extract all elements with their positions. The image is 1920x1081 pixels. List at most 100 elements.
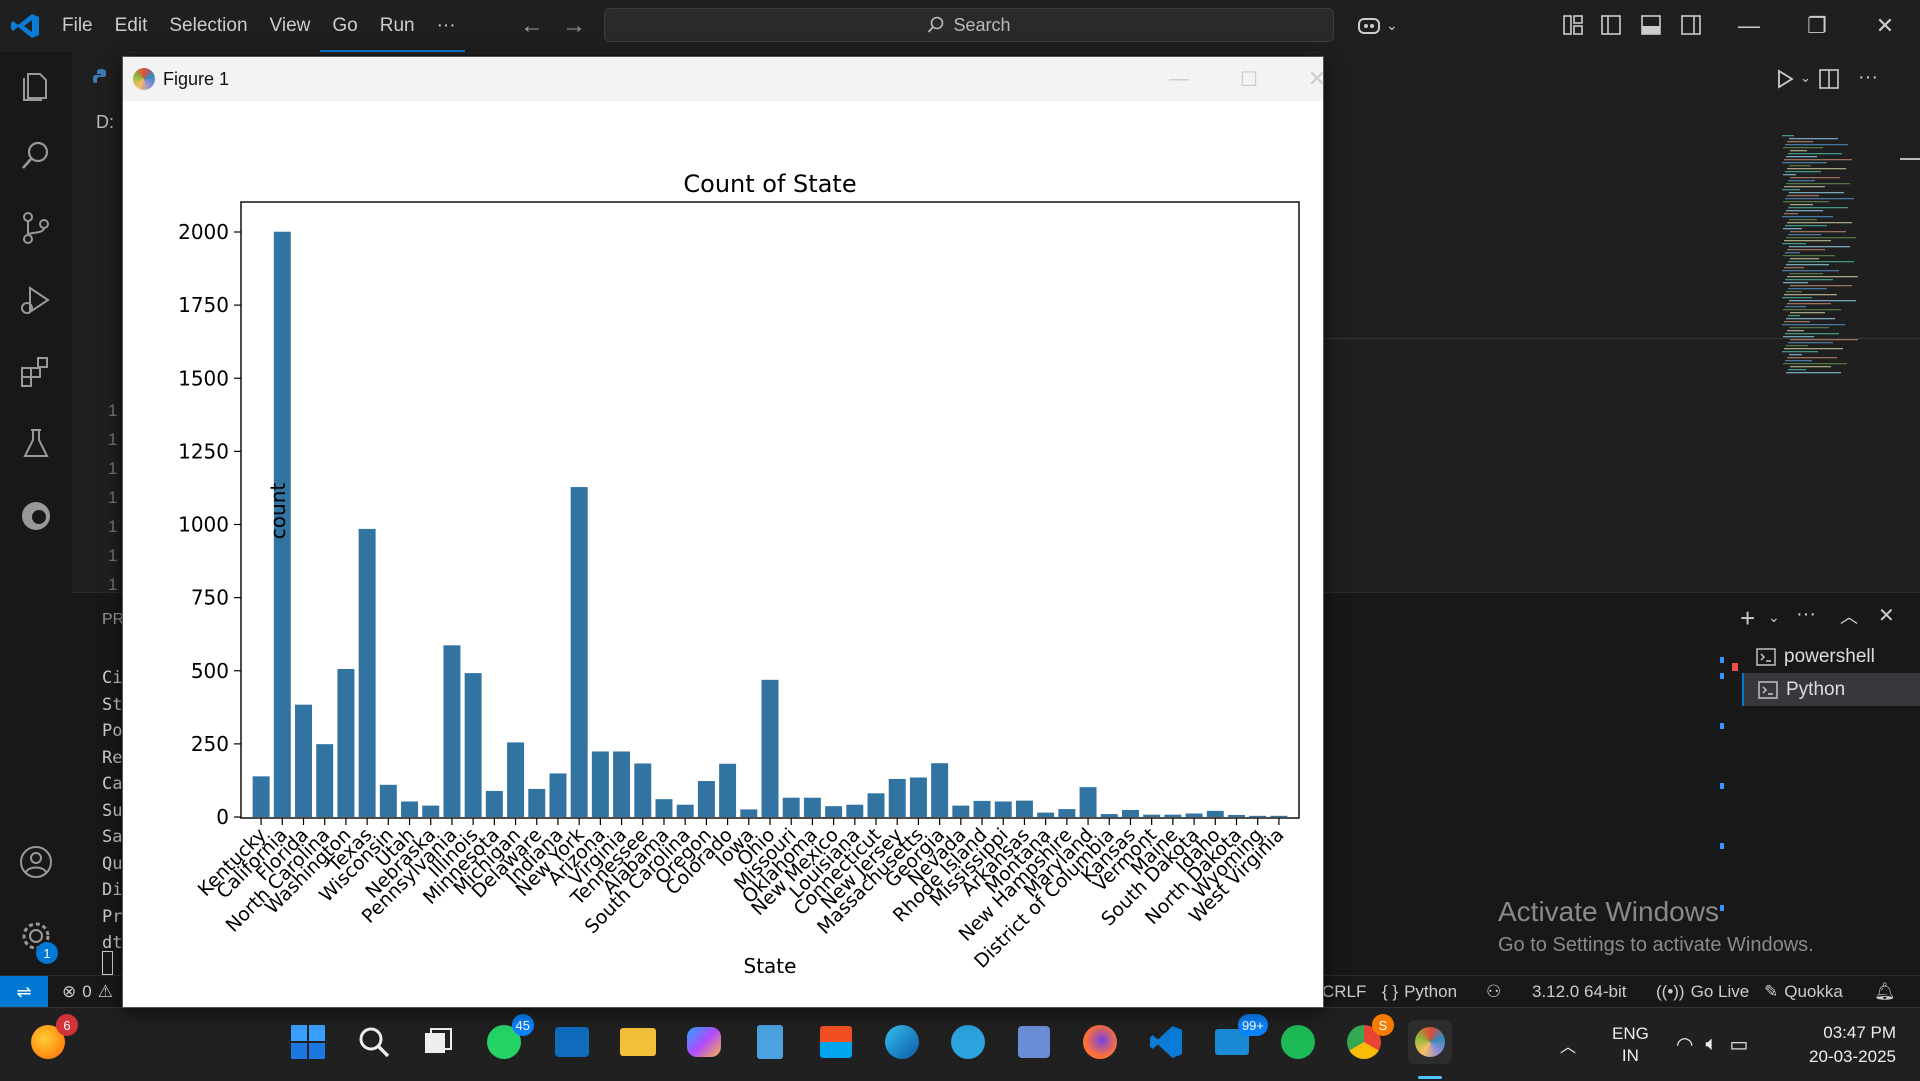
menu-run[interactable]: Run (379, 15, 415, 36)
toggle-primary-sidebar-icon[interactable] (1600, 14, 1622, 36)
figure-minimize-icon[interactable]: — (1169, 67, 1189, 90)
restore-icon[interactable]: ❐ (1807, 13, 1827, 38)
testing-flask-icon[interactable] (18, 426, 54, 462)
command-search[interactable]: Search (604, 8, 1334, 42)
minimap-line (1787, 303, 1831, 305)
source-control-icon[interactable] (18, 210, 54, 246)
minimap-line (1789, 219, 1817, 221)
plot-frame (240, 201, 1300, 819)
terminal-line: Ca (102, 774, 123, 794)
terminal-tab-python[interactable]: Python (1742, 673, 1920, 706)
minimap-line (1783, 282, 1808, 284)
vscode-taskbar-icon[interactable] (1144, 1020, 1188, 1064)
quokka-status[interactable]: ✎ Quokka (1764, 976, 1843, 1008)
new-terminal-plus-icon[interactable]: + (1740, 603, 1756, 633)
menu-edit[interactable]: Edit (114, 15, 148, 36)
split-editor-icon[interactable] (1818, 68, 1840, 90)
terminal-launch-profile-chevron-icon[interactable]: ⌄ (1768, 609, 1780, 625)
firefox-icon[interactable] (1078, 1020, 1122, 1064)
search-view-icon[interactable] (18, 138, 54, 174)
problems-status[interactable]: ⊗ 0 ⚠ (62, 976, 113, 1008)
y-tick-label: 2000 (178, 220, 229, 244)
terminal-tab-label: Python (1786, 678, 1846, 700)
editor-divider (1322, 338, 1920, 339)
editor-more-actions-icon[interactable]: ··· (1858, 66, 1878, 88)
close-icon[interactable]: ✕ (1875, 13, 1895, 38)
go-live-button[interactable]: ((•)) Go Live (1656, 976, 1749, 1008)
bar-nevada (952, 805, 970, 817)
activity-bar: 1 (0, 52, 73, 975)
notification-badge: 6 (56, 1014, 78, 1036)
task-view-icon[interactable] (416, 1020, 460, 1064)
y-tick-label: 1500 (178, 366, 229, 390)
terminal-tab-powershell[interactable]: powershell (1742, 640, 1920, 673)
python-interpreter[interactable]: 3.12.0 64-bit (1532, 982, 1627, 1001)
search-taskbar-icon[interactable] (352, 1020, 396, 1064)
minimap-line (1783, 363, 1847, 365)
eol-status[interactable]: CRLF (1322, 982, 1367, 1001)
python-file-icon (93, 69, 106, 83)
photos-app-icon[interactable] (1012, 1020, 1056, 1064)
start-windows-icon[interactable] (286, 1020, 330, 1064)
customize-layout-icon[interactable] (1562, 14, 1584, 36)
show-hidden-icons-chevron-icon[interactable]: ︿ (1560, 1038, 1577, 1056)
menu-file[interactable]: File (62, 15, 93, 36)
bar-virginia (613, 751, 631, 817)
explorer-icon[interactable] (18, 68, 54, 104)
copilot-status-icon[interactable]: ⚇ (1486, 982, 1502, 1001)
bar-kansas (1121, 809, 1139, 817)
close-panel-icon[interactable]: ✕ (1878, 605, 1895, 627)
y-tick-label: 0 (216, 805, 229, 829)
figure-close-icon[interactable]: ✕ (1307, 66, 1327, 91)
run-dropdown-chevron-icon[interactable]: ⌄ (1800, 70, 1811, 85)
clock[interactable]: 03:47 PM 20-03-2025 (1796, 1008, 1896, 1081)
file-explorer-icon[interactable] (616, 1020, 660, 1064)
toggle-panel-icon[interactable] (1640, 14, 1662, 36)
chart-title: Count of State (683, 170, 856, 198)
forward-arrow-icon[interactable]: → (562, 12, 586, 39)
run-python-file-icon[interactable] (1774, 68, 1796, 90)
run-debug-icon[interactable] (18, 282, 54, 318)
outlook-icon[interactable] (550, 1020, 594, 1064)
minimap-line (1784, 348, 1843, 350)
language-mode[interactable]: { } Python (1382, 976, 1457, 1008)
telegram-icon[interactable] (946, 1020, 990, 1064)
menu-view[interactable]: View (269, 15, 311, 36)
edge-tools-icon[interactable] (18, 498, 54, 534)
panel-more-icon[interactable]: ··· (1796, 603, 1816, 625)
notepad-icon[interactable] (748, 1020, 792, 1064)
bar-south-carolina (676, 804, 694, 817)
input-language-indicator[interactable]: ENG IN (1612, 1008, 1649, 1081)
microsoft-store-icon[interactable] (814, 1020, 858, 1064)
bar-oklahoma (803, 797, 821, 817)
quick-settings[interactable]: ◠ 🔈︎ ▭ (1676, 1008, 1748, 1081)
copilot-app-icon[interactable] (682, 1020, 726, 1064)
back-arrow-icon[interactable]: ← (520, 12, 544, 39)
spotify-icon[interactable] (1276, 1020, 1320, 1064)
minimize-icon[interactable]: — (1738, 13, 1760, 38)
menu-go[interactable]: Go (332, 15, 358, 36)
toggle-secondary-sidebar-icon[interactable] (1680, 14, 1702, 36)
widgets-app-icon[interactable]: 6 (26, 1014, 78, 1064)
menu-more[interactable]: ··· (436, 15, 456, 36)
whatsapp-icon[interactable]: 45 (482, 1014, 534, 1064)
edge-browser-icon[interactable] (880, 1020, 924, 1064)
maximize-panel-icon[interactable]: ︿ (1840, 607, 1858, 627)
minimap-line (1782, 297, 1812, 299)
minimap-line (1788, 342, 1833, 344)
problems-tab[interactable]: PR (102, 611, 125, 628)
copilot-icon[interactable] (1356, 12, 1382, 38)
figure-maximize-icon[interactable]: ☐ (1240, 68, 1258, 91)
settings-gear-icon[interactable] (18, 918, 54, 954)
chrome-icon[interactable]: S (1342, 1014, 1394, 1064)
copilot-chevron-icon[interactable]: ⌄ (1386, 16, 1398, 33)
matplotlib-figure-taskbar-icon[interactable] (1408, 1020, 1452, 1064)
minimap-line (1786, 237, 1856, 239)
notifications-bell-icon[interactable]: 🔔︎ (1874, 982, 1896, 1001)
mail-app-icon[interactable]: 99+ (1210, 1014, 1268, 1064)
minimap-line (1790, 366, 1831, 368)
menu-selection[interactable]: Selection (169, 15, 248, 36)
remote-indicator-icon[interactable]: ⇌ (0, 976, 48, 1008)
accounts-icon[interactable] (18, 844, 54, 880)
extensions-icon[interactable] (18, 354, 54, 390)
